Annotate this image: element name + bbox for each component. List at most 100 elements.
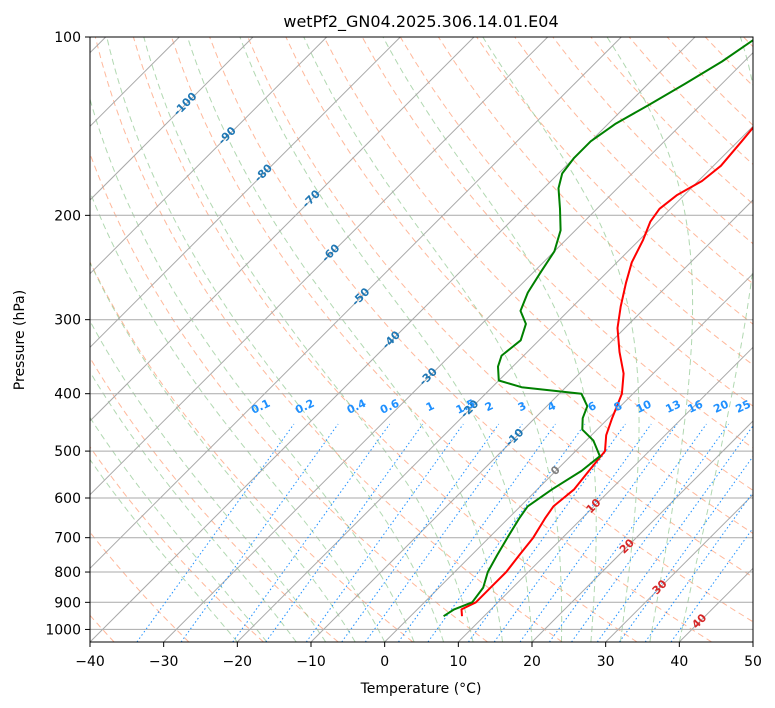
mixing-ratio-label: 3 — [516, 399, 528, 414]
mixing-ratio-line — [305, 423, 464, 642]
dry-adiabat-line — [514, 37, 753, 285]
mixing-ratio-line — [644, 491, 753, 642]
y-tick-label: 100 — [54, 30, 81, 46]
mixing-ratio-label: 20 — [711, 397, 731, 415]
moist-adiabat-line — [90, 190, 386, 642]
mixing-ratio-label: 0.4 — [345, 397, 368, 417]
y-tick-label: 500 — [54, 444, 81, 460]
y-tick-label: 1000 — [45, 622, 81, 638]
moist-adiabat-line — [382, 37, 597, 642]
mixing-ratio-label: 30 — [759, 397, 775, 415]
isotherm-line — [605, 493, 753, 642]
isotherm-line — [90, 37, 622, 570]
dry-adiabat-line — [90, 446, 264, 642]
isotherm-label: 30 — [650, 577, 670, 597]
moist-adiabat-line — [239, 37, 533, 642]
x-tick-label: 10 — [449, 654, 467, 670]
y-tick-label: 400 — [54, 387, 81, 403]
dry-adiabat-line — [704, 37, 753, 87]
isotherm-line — [163, 51, 753, 642]
isotherm-line — [678, 567, 753, 642]
y-tick-label: 600 — [54, 491, 81, 507]
y-tick-label: 700 — [54, 531, 81, 547]
isotherm-line — [90, 37, 401, 349]
dry-adiabat-line — [90, 531, 190, 642]
mixing-ratio-line — [232, 423, 391, 642]
x-tick-label: 20 — [523, 654, 541, 670]
isotherm-line — [90, 37, 475, 422]
background-lines — [90, 37, 753, 642]
mixing-ratio-label: 0.1 — [249, 397, 272, 417]
x-tick-label: −10 — [296, 654, 326, 670]
dry-adiabat-line — [476, 37, 753, 325]
dry-adiabat-line — [90, 356, 339, 642]
dry-adiabat-line — [171, 37, 712, 642]
mixing-ratio-line — [364, 423, 523, 642]
moist-adiabat-line — [482, 37, 640, 642]
moist-adiabat-line — [303, 37, 563, 642]
y-tick-label: 300 — [54, 313, 81, 329]
y-tick-label: 800 — [54, 565, 81, 581]
temperature-profile-line — [460, 126, 753, 617]
x-tick-label: 0 — [380, 654, 389, 670]
mixing-ratio-line — [427, 423, 586, 642]
mixing-ratio-line — [467, 423, 626, 642]
dry-adiabat-line — [323, 37, 753, 491]
mixing-ratio-line — [596, 424, 753, 642]
y-tick-label: 900 — [54, 595, 81, 611]
grid-lines — [90, 37, 753, 630]
x-axis-label: Temperature (°C) — [360, 681, 482, 697]
moist-adiabat-line — [187, 37, 503, 642]
dry-adiabat-line — [666, 37, 753, 126]
mixing-ratio-label: 4 — [545, 399, 558, 414]
dry-adiabat-line — [285, 37, 753, 535]
mixing-ratio-lines — [136, 423, 753, 642]
x-tick-label: −30 — [149, 654, 179, 670]
mixing-ratio-label: 13 — [664, 398, 683, 416]
mixing-ratio-label: 25 — [734, 398, 753, 416]
mixing-ratio-line — [548, 423, 707, 642]
moist-adiabat-line — [143, 37, 474, 642]
dry-adiabat-line — [552, 37, 753, 245]
moist-adiabat-line — [678, 37, 753, 642]
mixing-ratio-label: 0.6 — [378, 397, 401, 417]
sounding-series — [443, 38, 753, 618]
isotherm-line — [457, 346, 753, 642]
moist-adiabat-line — [90, 261, 356, 642]
mixing-ratio-line — [180, 423, 339, 642]
dry-adiabat-line — [94, 37, 563, 642]
mixing-ratio-line — [519, 423, 678, 642]
moist-adiabat-line — [90, 416, 268, 642]
mixing-ratio-line — [618, 455, 753, 642]
mixing-ratio-label: 16 — [686, 397, 706, 415]
dry-adiabat-line — [437, 37, 753, 366]
dry-adiabat-line — [90, 152, 488, 642]
mixing-ratio-label: 2 — [483, 399, 495, 414]
isotherm-line — [90, 37, 549, 496]
y-tick-label: 200 — [54, 208, 81, 224]
isotherm-line — [384, 272, 753, 642]
mixing-ratio-line — [265, 423, 424, 642]
dry-adiabat-line — [90, 260, 414, 642]
isotherm-line — [90, 37, 328, 275]
x-tick-label: 40 — [670, 654, 688, 670]
isotherm-line — [310, 199, 753, 642]
mixing-ratio-line — [136, 423, 295, 642]
mixing-ratio-line — [571, 423, 729, 642]
isotherm-label: -90 — [216, 124, 239, 147]
x-tick-label: −40 — [75, 654, 105, 670]
dry-adiabat-line — [743, 37, 753, 48]
x-tick-label: 50 — [744, 654, 762, 670]
isotherm-line — [236, 125, 753, 642]
x-tick-label: −20 — [223, 654, 253, 670]
x-tick-label: 30 — [597, 654, 615, 670]
dry-adiabat-line — [247, 37, 753, 578]
mixing-ratio-line — [341, 423, 500, 642]
mixing-ratio-label: 1 — [424, 399, 436, 414]
line-labels: -100-90-80-70-60-50-40-30-20-10010203040… — [171, 90, 775, 632]
y-axis-label: Pressure (hPa) — [12, 290, 28, 390]
mixing-ratio-label: 10 — [634, 397, 654, 415]
moist-adiabat-line — [90, 370, 297, 642]
moist-adiabat-line — [90, 458, 238, 642]
mixing-ratio-label: 0.2 — [293, 397, 316, 417]
